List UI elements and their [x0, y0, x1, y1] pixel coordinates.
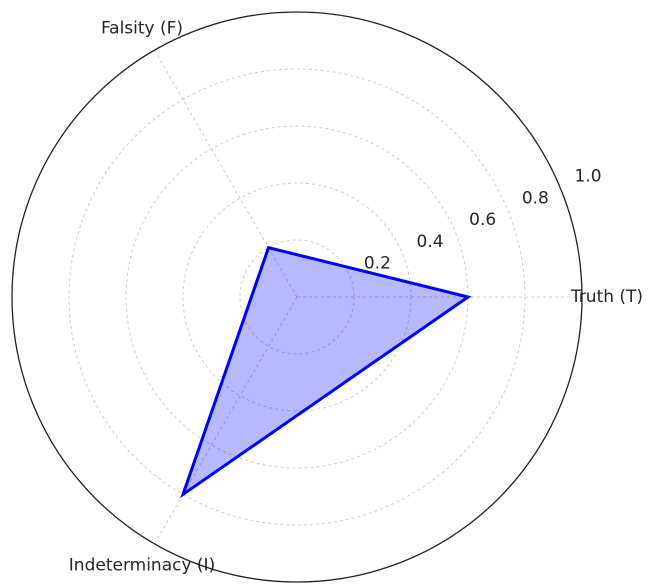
polar-frame [11, 11, 583, 583]
category-label: Truth (T) [570, 287, 643, 307]
r-tick-label: 0.4 [417, 232, 444, 252]
category-label: Indeterminacy (I) [69, 555, 215, 575]
r-tick-label: 0.8 [522, 188, 549, 208]
data-area [180, 245, 472, 499]
r-tick-label: 1.0 [574, 166, 601, 186]
r-tick-label: 0.6 [469, 210, 496, 230]
r-tick-label: 0.2 [364, 254, 391, 274]
category-label: Falsity (F) [101, 19, 183, 39]
